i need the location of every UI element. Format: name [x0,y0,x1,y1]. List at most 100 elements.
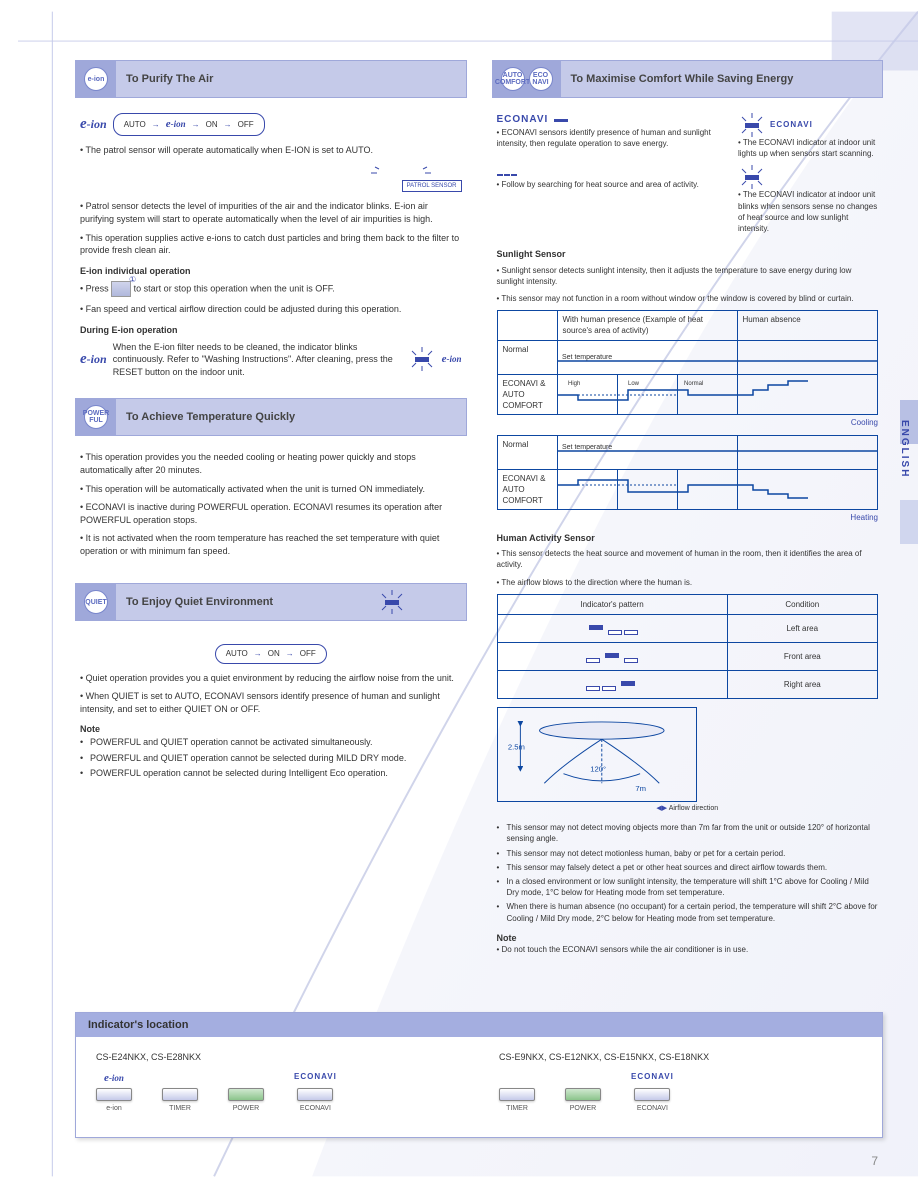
quiet-note-h: Note [80,723,462,736]
eion-small-logo: e-ion [442,352,462,367]
badge-econavi: ECO NAVI [529,67,553,91]
quiet-p2: • When QUIET is set to AUTO, ECONAVI sen… [80,690,462,715]
quiet-flow: AUTO→ ON→ OFF [215,644,327,663]
sunlight-p1: • Sunlight sensor detects sunlight inten… [497,265,879,287]
eion-sub2-p: When the E-ion filter needs to be cleane… [113,341,402,379]
diagram-caption: Airflow direction [669,805,718,812]
indicator-below-label: POWER [570,1105,596,1112]
sunlight-h: Sunlight Sensor [497,248,879,261]
indicator-below-label: TIMER [506,1105,528,1112]
eion-sub2-h: During E-ion operation [80,324,462,337]
svg-text:Set temperature: Set temperature [562,444,612,451]
heating-chart: Normal Set temperature ECONAVI & AUTO CO… [497,435,879,511]
econavi-logo-small: ECONAVI [770,119,813,130]
quiet-p1: • Quiet operation provides you a quiet e… [80,672,462,685]
cooling-chart: With human presence (Example of heat sou… [497,310,879,415]
indicator-pattern-table: Indicator's patternCondition Left area F… [497,594,879,700]
patrol-sensor-icon [371,163,399,187]
section-title-econavi: To Maximise Comfort While Saving Energy [561,73,794,85]
section-header-quiet: QUIET To Enjoy Quiet Environment [75,583,467,621]
section-header-econavi: AUTO COMFORT ECO NAVI To Maximise Comfor… [492,60,884,98]
econavi-light-icon [738,113,766,137]
quiet-blink-icon [378,590,406,614]
human-b5: When there is human absence (no occupant… [507,901,879,923]
powerful-p2: • This operation will be automatically a… [80,483,462,496]
indicator-below-label: ECONAVI [300,1105,331,1112]
badge-powerful: POWER FUL [84,405,108,429]
svg-text:2.5m: 2.5m [507,743,524,752]
human-b2: This sensor may not detect motionless hu… [507,848,879,859]
quiet-note-1: POWERFUL and QUIET operation cannot be a… [90,736,462,749]
svg-text:120°: 120° [590,765,606,774]
badge-quiet: QUIET [84,590,108,614]
econavi-note-p: • Do not touch the ECONAVI sensors while… [497,944,879,955]
eion-sub1-p1: • Press to start or stop this operation … [80,281,462,297]
eion-p3: • This operation supplies active e-ions … [80,232,462,257]
indicator-box [499,1088,535,1101]
indicator-box [565,1088,601,1101]
model-name: CS-E9NKX, CS-E12NKX, CS-E15NKX, CS-E18NK… [499,1052,862,1062]
eion-logo: e-ion [80,114,107,135]
powerful-p1: • This operation provides you the needed… [80,451,462,476]
eion-logo-2: e-ion [80,349,107,370]
svg-text:Set temperature: Set temperature [562,354,612,361]
indicator-box [228,1088,264,1101]
indicator-item: e-ione-ion [96,1072,132,1112]
svg-text:High: High [568,381,580,387]
econavi-row2r: • The ECONAVI indicator at indoor unit b… [738,189,878,234]
human-p2: • The airflow blows to the direction whe… [497,577,879,588]
econavi-row1l: • ECONAVI sensors identify presence of h… [497,127,729,149]
indicator-below-label: TIMER [169,1105,191,1112]
model-name: CS-E24NKX, CS-E28NKX [96,1052,459,1062]
cooling-econavi-line: High [558,375,617,405]
model-column: CS-E9NKX, CS-E12NKX, CS-E15NKX, CS-E18NK… [499,1052,862,1112]
indicator-item: ECONAVIECONAVI [631,1072,674,1112]
indicator-item: ECONAVIECONAVI [294,1072,337,1112]
eion-p1: • The patrol sensor will operate automat… [80,144,462,157]
cooling-label: Cooling [497,417,879,428]
eion-flow: AUTO→ e-ion→ ON→ OFF [113,113,265,136]
indicator-box [634,1088,670,1101]
eion-p2: • Patrol sensor detects the level of imp… [80,200,462,225]
eion-sub1-h: E-ion individual operation [80,265,462,278]
indicator-location-title: Indicator's location [76,1013,882,1037]
indicator-box [297,1088,333,1101]
indicator-location-panel: Indicator's location CS-E24NKX, CS-E28NK… [75,1012,883,1138]
econavi-blink-icon [738,165,766,189]
sensor-range-diagram: 2.5m 120° 7m [497,707,697,802]
indicator-item: POWER [565,1072,601,1112]
eion-blink-icon [408,347,436,371]
human-b1: This sensor may not detect moving object… [507,822,879,844]
section-title-eion: To Purify The Air [116,73,213,85]
econavi-note-h: Note [497,932,879,945]
section-header-eion: e-ion To Purify The Air [75,60,467,98]
svg-text:Normal: Normal [684,381,703,387]
sunlight-p2: • This sensor may not function in a room… [497,293,879,304]
quiet-note-2: POWERFUL and QUIET operation cannot be s… [90,752,462,765]
powerful-p3: • ECONAVI is inactive during POWERFUL op… [80,501,462,526]
indicator-item: POWER [228,1072,264,1112]
indicator-below-label: POWER [233,1105,259,1112]
power-button-icon [111,281,131,297]
indicator-box [162,1088,198,1101]
indicator-item: TIMER [162,1072,198,1112]
heating-label: Heating [497,512,879,523]
econavi-row1r: • The ECONAVI indicator at indoor unit l… [738,137,878,159]
indicator-box [96,1088,132,1101]
indicator-below-label: e-ion [106,1105,122,1112]
badge-autocomfort: AUTO COMFORT [501,67,525,91]
powerful-p4: • It is not activated when the room temp… [80,532,462,557]
cooling-normal-line: Set temperature [558,341,737,371]
section-header-powerful: POWER FUL To Achieve Temperature Quickly [75,398,467,436]
quiet-note-3: POWERFUL operation cannot be selected du… [90,767,462,780]
section-title-powerful: To Achieve Temperature Quickly [116,411,295,423]
svg-text:7m: 7m [635,784,646,793]
section-title-quiet: To Enjoy Quiet Environment [116,596,273,608]
econavi-logo: ECONAVI [497,113,549,127]
badge-eion: e-ion [84,67,108,91]
human-b4: In a closed environment or low sunlight … [507,876,879,898]
indicator-item: TIMER [499,1072,535,1112]
eion-sub1-p2: • Fan speed and vertical airflow directi… [80,303,462,316]
patrol-sensor-label: PATROL SENSOR [402,180,462,192]
human-sensor-h: Human Activity Sensor [497,532,879,545]
